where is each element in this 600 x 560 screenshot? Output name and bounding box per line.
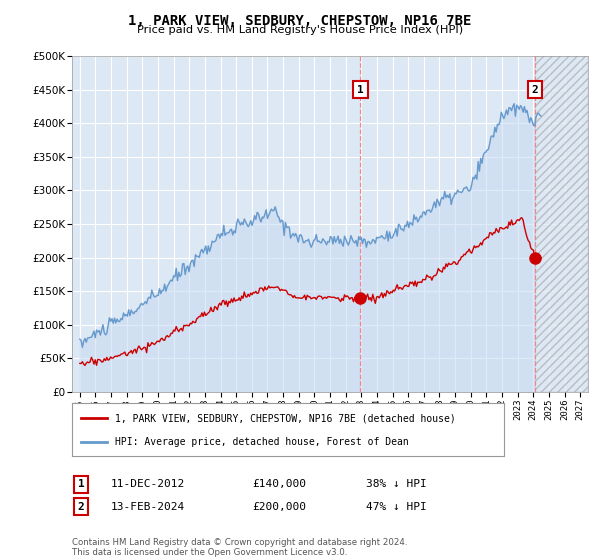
Text: 1, PARK VIEW, SEDBURY, CHEPSTOW, NP16 7BE: 1, PARK VIEW, SEDBURY, CHEPSTOW, NP16 7B… <box>128 14 472 28</box>
Text: 1, PARK VIEW, SEDBURY, CHEPSTOW, NP16 7BE (detached house): 1, PARK VIEW, SEDBURY, CHEPSTOW, NP16 7B… <box>115 413 456 423</box>
Text: 11-DEC-2012: 11-DEC-2012 <box>111 479 185 489</box>
Text: Price paid vs. HM Land Registry's House Price Index (HPI): Price paid vs. HM Land Registry's House … <box>137 25 463 35</box>
Text: HPI: Average price, detached house, Forest of Dean: HPI: Average price, detached house, Fore… <box>115 436 409 446</box>
Text: 2: 2 <box>77 502 85 512</box>
Text: £200,000: £200,000 <box>252 502 306 512</box>
Text: 2: 2 <box>532 85 539 95</box>
Text: 1: 1 <box>357 85 364 95</box>
Text: Contains HM Land Registry data © Crown copyright and database right 2024.
This d: Contains HM Land Registry data © Crown c… <box>72 538 407 557</box>
Text: 38% ↓ HPI: 38% ↓ HPI <box>366 479 427 489</box>
Text: 13-FEB-2024: 13-FEB-2024 <box>111 502 185 512</box>
Text: 1: 1 <box>77 479 85 489</box>
Text: 47% ↓ HPI: 47% ↓ HPI <box>366 502 427 512</box>
Text: £140,000: £140,000 <box>252 479 306 489</box>
